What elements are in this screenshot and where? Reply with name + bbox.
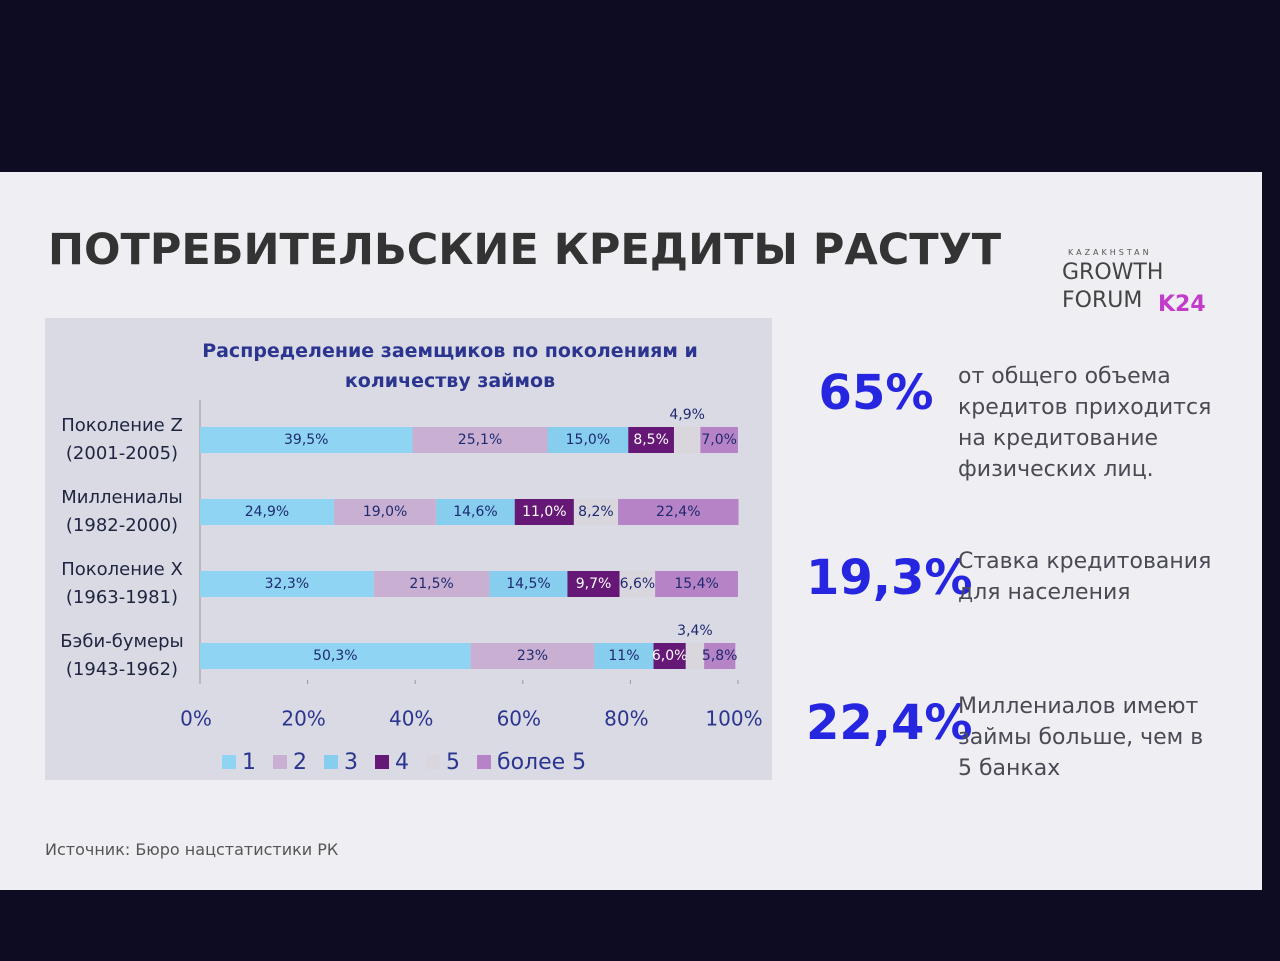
legend-swatch [375, 755, 389, 769]
bar-segment [200, 643, 471, 669]
legend-label: 5 [446, 750, 460, 775]
bar-segment [594, 643, 654, 669]
value-label: 22,4% [656, 504, 700, 520]
stat-value: 19,3% [806, 550, 973, 606]
bar-segment [653, 643, 686, 669]
bar-segment [619, 571, 656, 597]
x-tick-label: 100% [705, 707, 762, 731]
category-label: Поколение X (1963-1981) [61, 559, 183, 608]
bar-segment [412, 427, 548, 453]
value-label: 14,6% [453, 504, 497, 520]
stat-value: 65% [818, 365, 934, 421]
bar-segment [489, 571, 568, 597]
value-label: 11,0% [522, 504, 566, 520]
stat-value: 22,4% [806, 695, 973, 751]
value-label: 15,0% [566, 432, 610, 448]
legend-swatch [324, 755, 338, 769]
value-label: 5,8% [702, 648, 738, 664]
bar-segment [436, 499, 515, 525]
logo-line1: GROWTH [1062, 260, 1164, 285]
stat-text: Миллениалов имеют займы больше, чем в 5 … [958, 694, 1204, 781]
bar-segment [567, 571, 620, 597]
value-label: 39,5% [284, 432, 328, 448]
bar-segment [514, 499, 574, 525]
value-label: 4,9% [669, 407, 705, 423]
bar-segment [618, 499, 739, 525]
value-label: 8,5% [633, 432, 669, 448]
logo-line2: FORUM [1062, 288, 1143, 313]
value-label: 19,0% [363, 504, 407, 520]
value-label: 11% [608, 648, 639, 664]
bar-segment [373, 571, 490, 597]
value-label: 25,1% [458, 432, 502, 448]
bar-segment [704, 643, 736, 669]
value-label: 6,6% [620, 576, 656, 592]
value-label: 9,7% [576, 576, 612, 592]
category-label: Бэби-бумеры (1943-1962) [60, 631, 184, 680]
legend-swatch [477, 755, 491, 769]
value-label: 14,5% [506, 576, 550, 592]
value-label: 50,3% [313, 648, 357, 664]
bar-segment [628, 427, 674, 453]
logo-top: KAZAKHSTAN [1068, 248, 1152, 257]
chart-panel [45, 318, 772, 780]
value-label: 23% [517, 648, 548, 664]
value-label: 6,0% [652, 648, 688, 664]
value-label: 7,0% [701, 432, 737, 448]
x-tick-label: 0% [180, 707, 212, 731]
source: Источник: Бюро нацстатистики РК [45, 840, 339, 859]
bar-segment [573, 499, 619, 525]
stat-text: от общего объема кредитов приходится на … [958, 364, 1212, 482]
category-label: Миллениалы (1982-2000) [61, 487, 183, 536]
legend-swatch [273, 755, 287, 769]
bar-segment [685, 643, 705, 669]
value-label: 21,5% [409, 576, 453, 592]
value-label: 3,4% [677, 623, 713, 639]
legend-label: 3 [344, 750, 358, 775]
value-label: 24,9% [245, 504, 289, 520]
x-tick-label: 40% [389, 707, 433, 731]
bar-segment [673, 427, 701, 453]
category-label: Поколение Z (2001-2005) [61, 415, 183, 464]
bar-segment [700, 427, 738, 453]
bar-segment [655, 571, 738, 597]
bar-segment [200, 427, 413, 453]
stat-text: Ставка кредитования для населения [958, 549, 1212, 605]
logo-mark: K24 [1158, 292, 1206, 317]
bar-segment [200, 571, 374, 597]
slide-title: ПОТРЕБИТЕЛЬСКИЕ КРЕДИТЫ РАСТУТ [48, 225, 1002, 275]
value-label: 8,2% [578, 504, 614, 520]
value-label: 32,3% [265, 576, 309, 592]
legend-label: более 5 [497, 750, 586, 775]
legend-swatch [426, 755, 440, 769]
legend-swatch [222, 755, 236, 769]
x-tick-label: 60% [497, 707, 541, 731]
bar-segment [547, 427, 629, 453]
chart-title: Распределение заемщиков по поколениям и … [202, 340, 698, 392]
bar-segment [200, 499, 334, 525]
legend-label: 2 [293, 750, 307, 775]
x-tick-label: 80% [604, 707, 648, 731]
legend-label: 4 [395, 750, 409, 775]
x-tick-label: 20% [281, 707, 325, 731]
bar-segment [333, 499, 437, 525]
value-label: 15,4% [674, 576, 718, 592]
bar-segment [470, 643, 595, 669]
legend-label: 1 [242, 750, 256, 775]
